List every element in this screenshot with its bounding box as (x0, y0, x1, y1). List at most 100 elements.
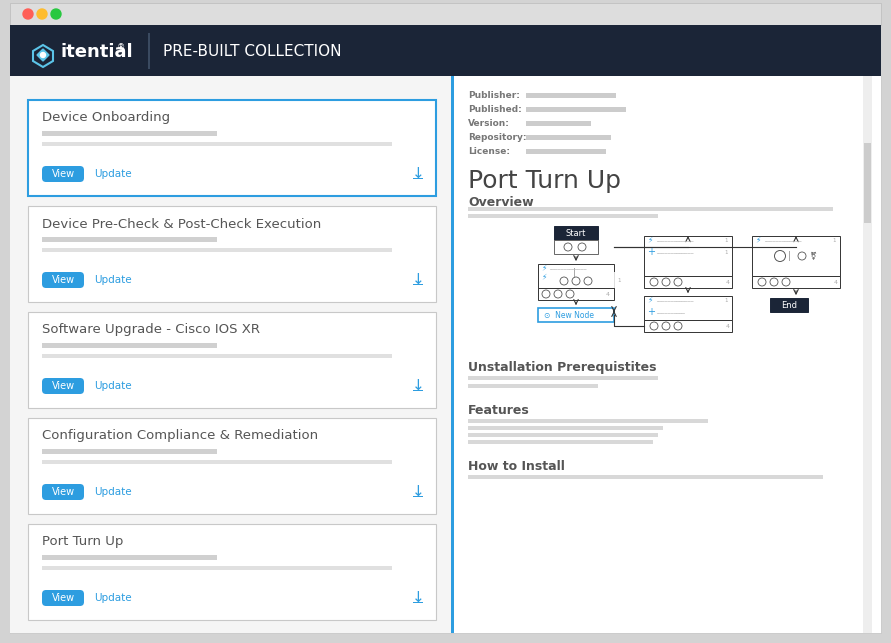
Text: ⚡: ⚡ (541, 273, 546, 282)
Text: ⚡: ⚡ (541, 264, 546, 273)
Bar (454, 76, 881, 633)
Circle shape (566, 290, 574, 298)
Text: 4: 4 (606, 291, 610, 296)
Bar (538, 264, 614, 288)
Text: Start: Start (566, 228, 586, 237)
Circle shape (774, 251, 786, 262)
Text: Port Turn Up: Port Turn Up (468, 169, 621, 193)
FancyBboxPatch shape (42, 484, 84, 500)
Bar (10, 76, 451, 633)
Text: Repository:: Repository: (468, 132, 527, 141)
Bar (10, 3, 881, 25)
Bar (42, 237, 217, 242)
Bar (42, 248, 392, 252)
Text: +: + (647, 307, 655, 317)
Bar (42, 354, 392, 358)
Circle shape (37, 9, 47, 19)
Bar (526, 135, 611, 140)
Circle shape (758, 278, 766, 286)
Bar (770, 298, 808, 312)
Text: View: View (52, 487, 75, 497)
Bar (148, 33, 150, 69)
Text: +: + (647, 247, 655, 257)
Text: Update: Update (94, 275, 132, 285)
Circle shape (674, 278, 682, 286)
Text: ─────────────: ───────────── (764, 239, 801, 244)
Text: ↓: ↓ (412, 484, 424, 500)
Bar (644, 296, 732, 320)
Text: ──────────: ────────── (656, 311, 685, 316)
Text: How to Install: How to Install (468, 460, 565, 473)
Text: 4: 4 (834, 280, 838, 284)
Bar (468, 475, 823, 479)
Text: 1: 1 (724, 298, 727, 303)
Bar (644, 276, 732, 288)
Bar (413, 177, 423, 179)
Bar (752, 236, 840, 276)
Text: ⊙  New Node: ⊙ New Node (544, 311, 594, 320)
Text: Features: Features (468, 404, 530, 417)
Bar (28, 100, 436, 196)
Bar (42, 460, 392, 464)
Bar (644, 320, 732, 332)
Text: ↓: ↓ (412, 379, 424, 394)
Circle shape (23, 9, 33, 19)
Bar (468, 207, 833, 211)
Bar (42, 131, 217, 136)
Circle shape (572, 277, 580, 285)
Text: ─────────────: ───────────── (656, 298, 693, 303)
Text: View: View (52, 593, 75, 603)
Bar (554, 240, 598, 254)
Text: Published:: Published: (468, 105, 522, 114)
Text: PRE-BUILT COLLECTION: PRE-BUILT COLLECTION (163, 44, 341, 60)
Bar (28, 206, 436, 302)
Bar (42, 449, 217, 454)
Text: View: View (52, 381, 75, 391)
Circle shape (554, 290, 562, 298)
Circle shape (650, 322, 658, 330)
Text: 1: 1 (832, 239, 836, 244)
Bar (644, 236, 732, 276)
Text: 4: 4 (726, 323, 730, 329)
Bar (28, 524, 436, 620)
Bar (538, 288, 614, 300)
Bar (526, 149, 606, 154)
Text: ⚡: ⚡ (755, 235, 760, 244)
Text: ─────────────: ───────────── (549, 266, 586, 271)
Bar (468, 376, 658, 380)
Text: Update: Update (94, 593, 132, 603)
Bar (42, 555, 217, 560)
Circle shape (798, 252, 806, 260)
Text: 1: 1 (724, 239, 727, 244)
Circle shape (40, 53, 45, 57)
Text: itential: itential (60, 43, 133, 61)
Bar (10, 76, 881, 633)
Text: 4: 4 (726, 280, 730, 284)
Text: View: View (52, 169, 75, 179)
Text: Port Turn Up: Port Turn Up (42, 536, 123, 548)
Text: Update: Update (94, 487, 132, 497)
Bar (413, 601, 423, 603)
Bar (28, 418, 436, 514)
FancyBboxPatch shape (42, 590, 84, 606)
Circle shape (674, 322, 682, 330)
Text: ↓: ↓ (412, 273, 424, 287)
Bar (413, 390, 423, 391)
Bar (538, 308, 614, 322)
Text: License:: License: (468, 147, 510, 156)
FancyBboxPatch shape (42, 378, 84, 394)
Bar (413, 496, 423, 497)
Bar (413, 284, 423, 285)
Text: ®: ® (117, 44, 126, 53)
Circle shape (584, 277, 592, 285)
Text: ─────────────: ───────────── (656, 251, 693, 255)
Text: Version:: Version: (468, 118, 510, 127)
Text: Software Upgrade - Cisco IOS XR: Software Upgrade - Cisco IOS XR (42, 323, 260, 336)
Bar (526, 107, 626, 112)
Bar (752, 276, 840, 288)
Bar (468, 384, 598, 388)
Circle shape (564, 243, 572, 251)
Circle shape (782, 278, 790, 286)
Text: ⚡: ⚡ (647, 235, 652, 244)
Bar (42, 343, 217, 348)
